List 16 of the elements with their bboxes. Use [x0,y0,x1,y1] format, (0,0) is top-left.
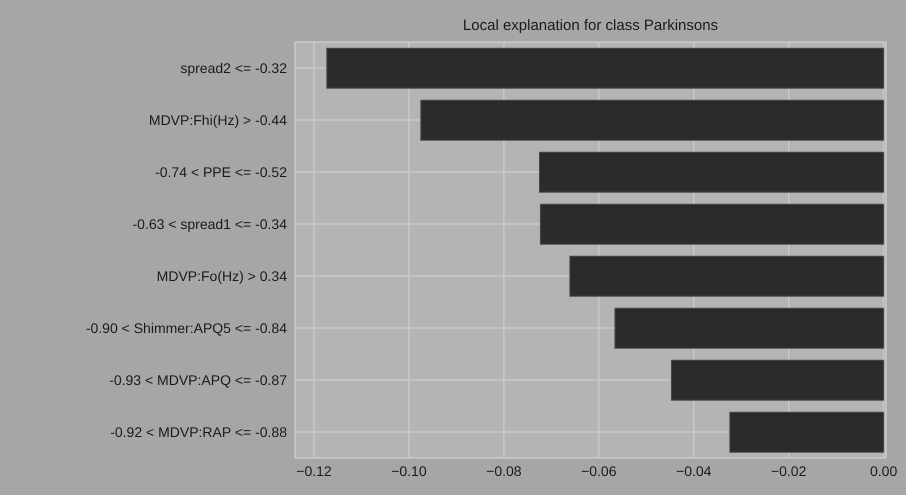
x-tick-label: −0.06 [581,462,617,479]
y-tick-label: -0.74 < PPE <= -0.52 [155,164,288,180]
y-tick-label: -0.90 < Shimmer:APQ5 <= -0.84 [86,320,288,336]
y-tick-label: -0.63 < spread1 <= -0.34 [132,216,288,232]
x-tick-label: −0.04 [676,462,712,479]
x-tick-label: 0.00 [870,462,898,479]
y-tick-label: spread2 <= -0.32 [180,60,288,76]
y-tick-label: -0.92 < MDVP:RAP <= -0.88 [110,424,288,440]
y-tick-label: MDVP:Fo(Hz) > 0.34 [156,268,288,284]
x-tick-label: −0.02 [770,462,807,479]
chart-title: Local explanation for class Parkinsons [462,17,720,34]
y-tick-label: MDVP:Fhi(Hz) > -0.44 [148,112,288,128]
y-tick-label: -0.93 < MDVP:APQ <= -0.87 [109,372,288,388]
x-tick-label: −0.08 [486,462,522,479]
x-tick-label: −0.10 [391,462,427,479]
x-tick-label: −0.12 [296,462,332,479]
